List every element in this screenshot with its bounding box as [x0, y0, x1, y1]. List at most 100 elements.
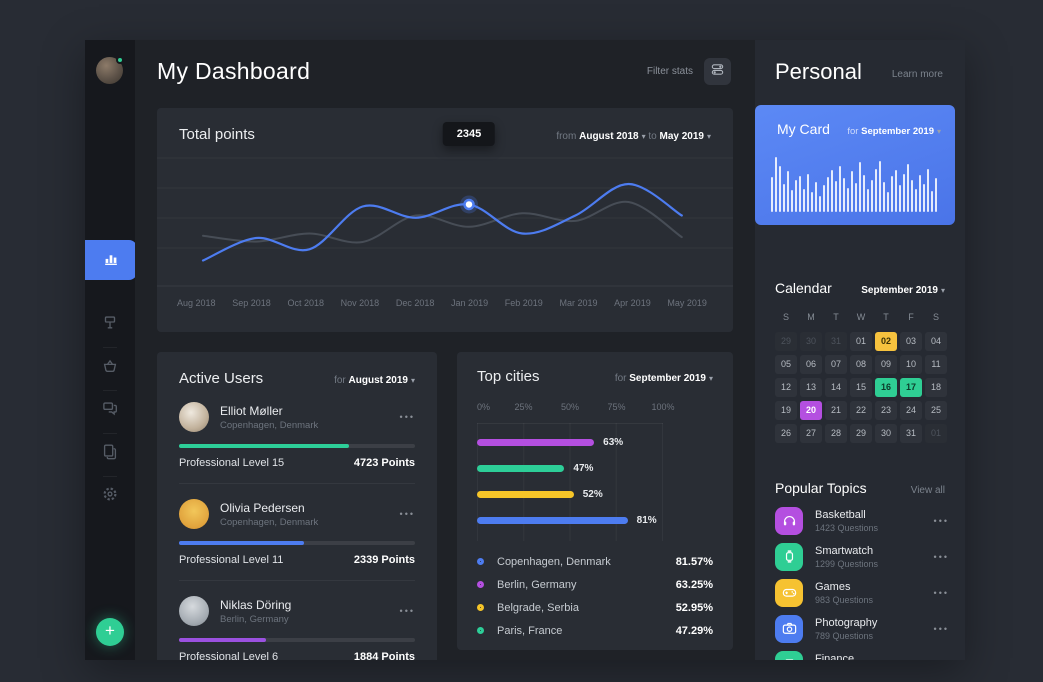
to-label: to	[648, 131, 657, 142]
calendar-day[interactable]: 30	[875, 424, 897, 443]
calendar-day[interactable]: 10	[900, 355, 922, 374]
more-options-button[interactable]: •••	[933, 623, 949, 634]
calendar-day[interactable]: 21	[825, 401, 847, 420]
to-date-dropdown[interactable]: May 2019	[660, 131, 712, 142]
topic-item[interactable]: Finance 632 Questions •••	[775, 650, 949, 660]
topic-name: Photography	[815, 616, 878, 629]
calendar-period-dropdown[interactable]: September 2019	[861, 285, 945, 296]
legend-ring-icon	[477, 558, 484, 565]
filter-stats-button[interactable]	[704, 58, 731, 85]
calendar-day[interactable]: 18	[925, 378, 947, 397]
calendar-day[interactable]: 05	[775, 355, 797, 374]
calendar-day[interactable]: 14	[825, 378, 847, 397]
waveform-bar	[819, 195, 821, 212]
view-all-link[interactable]: View all	[910, 485, 945, 496]
progress-bar	[179, 541, 415, 545]
gear-icon	[101, 485, 119, 508]
calendar-day[interactable]: 07	[825, 355, 847, 374]
more-options-button[interactable]: •••	[933, 551, 949, 562]
user-row: Olivia Pedersen Copenhagen, Denmark ••• …	[179, 484, 415, 581]
calendar-day[interactable]: 09	[875, 355, 897, 374]
topic-item[interactable]: Games 983 Questions •••	[775, 578, 949, 607]
card-title: Active Users	[179, 370, 264, 387]
more-options-button[interactable]: •••	[933, 515, 949, 526]
topic-item[interactable]: Basketball 1423 Questions •••	[775, 506, 949, 535]
calendar-day[interactable]: 16	[875, 378, 897, 397]
more-options-button[interactable]: •••	[933, 587, 949, 598]
legend-row: Berlin, Germany 63.25%	[477, 573, 713, 596]
city-bar	[477, 490, 574, 498]
calendar-day[interactable]: 06	[800, 355, 822, 374]
calendar-day[interactable]: 19	[775, 401, 797, 420]
sidebar-item-settings[interactable]	[85, 476, 135, 516]
app-window: + My Dashboard Filter stats Total points…	[85, 40, 965, 660]
period-dropdown[interactable]: August 2019	[349, 375, 415, 386]
city-bar-value: 63%	[603, 436, 624, 448]
city-bar-row: 47%	[477, 456, 663, 480]
user-avatar[interactable]	[96, 56, 124, 84]
from-label: from	[556, 131, 577, 142]
calendar-day[interactable]: 22	[850, 401, 872, 420]
calendar-day[interactable]: 28	[825, 424, 847, 443]
waveform-bar	[935, 178, 937, 212]
x-axis-label: Dec 2018	[395, 298, 435, 308]
period-dropdown[interactable]: September 2019	[629, 373, 713, 384]
sidebar-item-messages[interactable]	[85, 390, 135, 430]
calendar-day[interactable]: 26	[775, 424, 797, 443]
more-options-button[interactable]: •••	[399, 412, 415, 422]
sidebar-item-stats[interactable]	[85, 240, 137, 280]
user-points: 2339 Points	[353, 554, 415, 566]
topic-item[interactable]: Photography 789 Questions •••	[775, 614, 949, 643]
user-photo	[179, 402, 209, 432]
calendar-day[interactable]: 20	[800, 401, 822, 420]
user-level: Professional Level 6	[179, 651, 279, 660]
period-dropdown[interactable]: September 2019	[861, 126, 941, 137]
more-options-button[interactable]: •••	[934, 660, 949, 661]
calendar-day[interactable]: 29	[850, 424, 872, 443]
legend-city: Copenhagen, Denmark	[497, 555, 611, 568]
calendar-day[interactable]: 27	[800, 424, 822, 443]
add-button[interactable]: +	[96, 618, 124, 646]
waveform-bar	[835, 180, 837, 212]
calendar-day[interactable]: 02	[875, 332, 897, 351]
waveform-bar	[895, 170, 897, 212]
x-axis-label: Sep 2018	[232, 298, 271, 308]
legend-city: Belgrade, Serbia	[497, 601, 579, 614]
calendar-day[interactable]: 04	[925, 332, 947, 351]
calendar-day[interactable]: 13	[800, 378, 822, 397]
calendar-day[interactable]: 11	[925, 355, 947, 374]
topic-count: 789 Questions	[815, 630, 874, 641]
calendar-day[interactable]: 03	[900, 332, 922, 351]
waveform-bar	[831, 170, 833, 212]
calendar-day[interactable]: 17	[900, 378, 922, 397]
calendar-day[interactable]: 01	[925, 424, 947, 443]
calendar-day[interactable]: 31	[900, 424, 922, 443]
calendar-day[interactable]: 08	[850, 355, 872, 374]
waveform-bar	[851, 171, 853, 212]
sidebar-item-documents[interactable]	[85, 433, 135, 473]
more-options-button[interactable]: •••	[399, 606, 415, 616]
calendar-day[interactable]: 15	[850, 378, 872, 397]
calendar-day[interactable]: 24	[900, 401, 922, 420]
calendar-day[interactable]: 25	[925, 401, 947, 420]
legend-pct: 47.29%	[675, 624, 713, 637]
line-series-current	[201, 182, 683, 262]
topic-item[interactable]: Smartwatch 1299 Questions •••	[775, 542, 949, 571]
card-title: Top cities	[477, 368, 540, 385]
more-options-button[interactable]: •••	[399, 509, 415, 519]
learn-more-link[interactable]: Learn more	[891, 69, 943, 80]
from-date-dropdown[interactable]: August 2018	[579, 131, 645, 142]
calendar-day[interactable]: 29	[775, 332, 797, 351]
sidebar-item-signpost[interactable]	[85, 304, 135, 344]
sidebar-item-basket[interactable]	[85, 348, 135, 388]
calendar-day[interactable]: 12	[775, 378, 797, 397]
user-level: Professional Level 11	[179, 554, 284, 566]
calendar-day[interactable]: 30	[800, 332, 822, 351]
calendar-day[interactable]: 31	[825, 332, 847, 351]
online-status-dot	[116, 56, 124, 64]
calendar-day[interactable]: 01	[850, 332, 872, 351]
calendar-day[interactable]: 23	[875, 401, 897, 420]
topic-name: Games	[815, 580, 851, 593]
x-axis-labels: Aug 2018 Sep 2018 Oct 2018 Nov 2018 Dec 2018…	[157, 298, 733, 308]
